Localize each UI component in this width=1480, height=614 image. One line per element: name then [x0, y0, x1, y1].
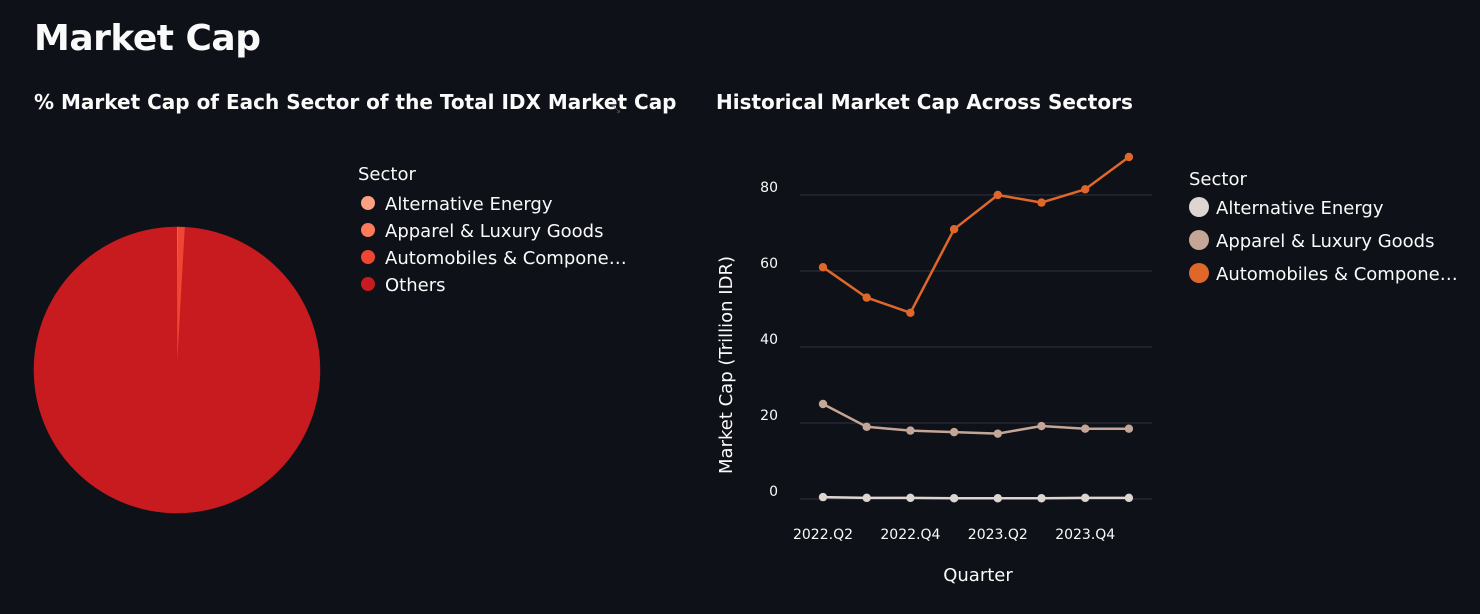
x-tick-2022-q4: 2022.Q4 [880, 527, 940, 543]
data-point-automobiles-components-2022-q2[interactable] [818, 263, 828, 272]
line-legend-marker-automobiles-compone[interactable] [1189, 263, 1209, 283]
line-legend-title: Sector [1189, 169, 1247, 190]
data-point-apparel-luxury-goods-2023-q1[interactable] [949, 427, 959, 437]
x-tick-2022-q2: 2022.Q2 [793, 527, 853, 543]
data-point-alternative-energy-2024-q1[interactable] [1124, 493, 1134, 503]
pie-chart-title: % Market Cap of Each Sector of the Total… [34, 90, 677, 114]
pie-slices [33, 226, 321, 514]
data-point-automobiles-components-2024-q1[interactable] [1124, 152, 1134, 162]
pie-chart[interactable]: Sector Alternative Energy Apparel & Luxur… [0, 140, 680, 540]
y-tick-40: 40 [760, 332, 778, 348]
data-point-alternative-energy-2023-q1[interactable] [949, 494, 959, 503]
line-legend-label-apparel-luxury-goods[interactable]: Apparel & Luxury Goods [1216, 231, 1435, 252]
data-point-alternative-energy-2023-q3[interactable] [1037, 494, 1046, 503]
data-point-alternative-energy-2022-q3[interactable] [862, 493, 871, 503]
line-legend-label-alternative-energy[interactable]: Alternative Energy [1216, 198, 1384, 219]
x-axis-ticks: 2022.Q2 2022.Q4 2023.Q2 2023.Q4 [793, 527, 1115, 543]
y-tick-60: 60 [760, 256, 778, 272]
data-point-apparel-luxury-goods-2024-q1[interactable] [1124, 424, 1134, 433]
y-tick-20: 20 [760, 408, 778, 424]
data-point-automobiles-components-2023-q3[interactable] [1037, 198, 1046, 207]
pie-legend-marker-apparel-luxury-goods[interactable] [361, 223, 375, 237]
series-line-alternative-energy[interactable] [822, 495, 1129, 500]
line-chart[interactable]: 0 20 40 60 80 2022.Q2 2022.Q4 2023.Q2 2023.Q4 Q… [700, 140, 1480, 600]
line-legend: Sector Alternative Energy Apparel & Luxur… [1189, 169, 1458, 285]
data-point-apparel-luxury-goods-2022-q3[interactable] [862, 422, 871, 431]
series-line-automobiles-components[interactable] [822, 155, 1130, 315]
pie-legend-title: Sector [358, 164, 416, 185]
pie-legend-marker-automobiles-compone[interactable] [361, 250, 375, 264]
page-title: Market Cap [34, 18, 261, 59]
data-point-automobiles-components-2023-q1[interactable] [949, 225, 959, 234]
data-point-automobiles-components-2022-q4[interactable] [906, 308, 915, 317]
pie-legend-label-apparel-luxury-goods[interactable]: Apparel & Luxury Goods [385, 221, 604, 242]
line-grid [800, 194, 1152, 500]
data-point-alternative-energy-2023-q4[interactable] [1081, 493, 1090, 503]
line-chart-title: Historical Market Cap Across Sectors [716, 90, 1133, 114]
data-point-apparel-luxury-goods-2023-q4[interactable] [1081, 424, 1090, 433]
pie-legend-label-automobiles-compone[interactable]: Automobiles & Compone… [385, 248, 627, 269]
pie-legend-marker-others[interactable] [361, 277, 375, 291]
data-point-alternative-energy-2023-q2[interactable] [993, 494, 1002, 503]
x-axis-label: Quarter [943, 565, 1013, 586]
line-legend-marker-alternative-energy[interactable] [1189, 197, 1209, 217]
series-line-apparel-luxury-goods[interactable] [822, 402, 1129, 435]
data-point-apparel-luxury-goods-2022-q2[interactable] [818, 399, 828, 409]
pie-legend-label-others[interactable]: Others [385, 275, 446, 296]
y-axis-label: Market Cap (Trillion IDR) [716, 256, 737, 474]
data-point-alternative-energy-2022-q2[interactable] [818, 492, 828, 502]
y-tick-0: 0 [769, 484, 778, 500]
fullscreen-icon[interactable]: ⤡ [612, 104, 622, 115]
pie-legend-marker-alternative-energy[interactable] [361, 196, 375, 210]
data-point-alternative-energy-2022-q4[interactable] [906, 493, 915, 503]
x-tick-2023-q2: 2023.Q2 [968, 527, 1028, 543]
pie-slice-others[interactable] [33, 226, 321, 514]
line-legend-marker-apparel-luxury-goods[interactable] [1189, 230, 1209, 250]
y-axis-ticks: 0 20 40 60 80 [760, 180, 778, 500]
y-tick-80: 80 [760, 180, 778, 196]
data-point-automobiles-components-2023-q2[interactable] [993, 190, 1002, 200]
data-point-apparel-luxury-goods-2022-q4[interactable] [906, 426, 915, 435]
line-legend-label-automobiles-compone[interactable]: Automobiles & Compone… [1216, 264, 1458, 285]
data-point-automobiles-components-2022-q3[interactable] [862, 293, 871, 302]
x-tick-2023-q4: 2023.Q4 [1055, 527, 1115, 543]
data-point-automobiles-components-2023-q4[interactable] [1081, 185, 1090, 194]
line-series [818, 152, 1134, 503]
data-point-apparel-luxury-goods-2023-q2[interactable] [993, 429, 1002, 438]
pie-legend: Sector Alternative Energy Apparel & Luxur… [358, 164, 627, 296]
data-point-apparel-luxury-goods-2023-q3[interactable] [1037, 421, 1046, 431]
pie-legend-label-alternative-energy[interactable]: Alternative Energy [385, 194, 553, 215]
